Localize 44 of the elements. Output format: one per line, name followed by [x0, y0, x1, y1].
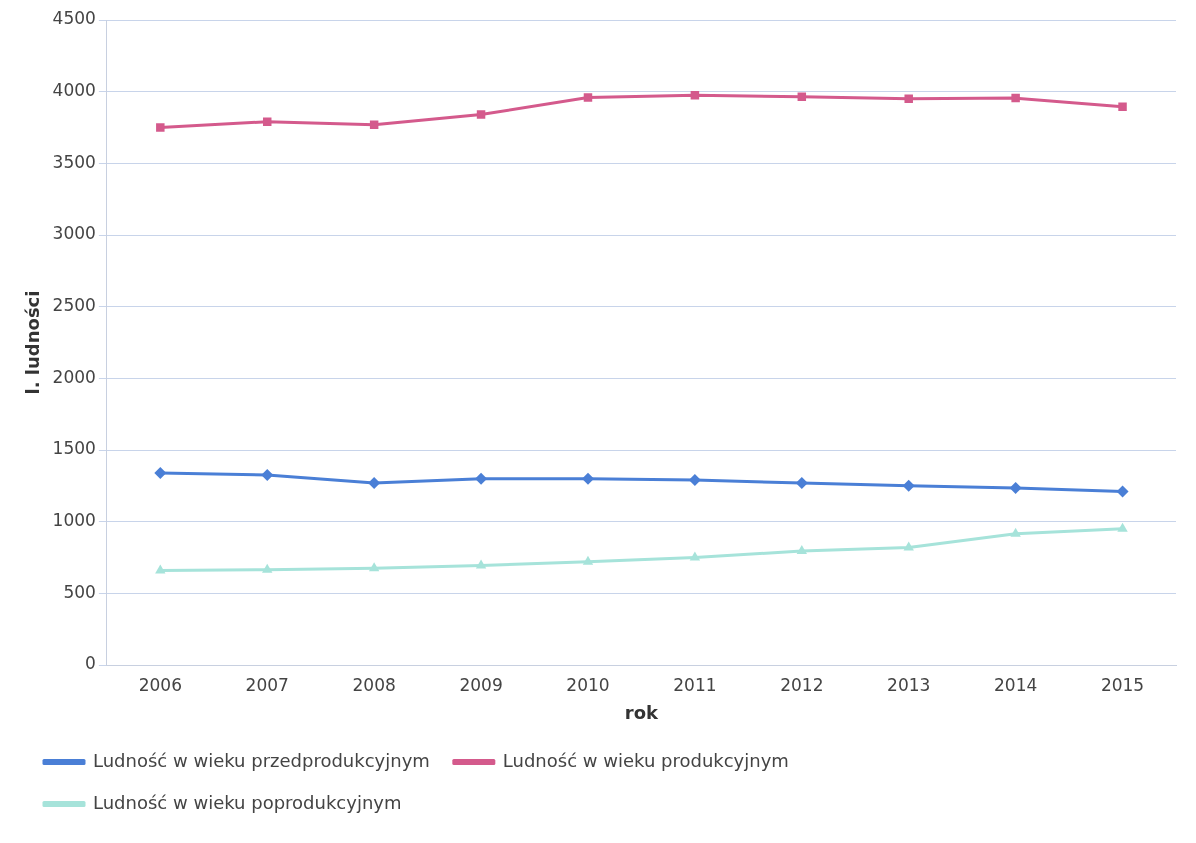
point [1011, 93, 1020, 103]
x-tick-label: 2010 [566, 674, 610, 695]
point [262, 563, 273, 573]
point [689, 551, 701, 561]
x-axis-title: rok [624, 701, 660, 723]
y-tick-label: 0 [85, 653, 96, 674]
point [475, 559, 487, 569]
point [1010, 527, 1021, 537]
point [1117, 522, 1128, 532]
y-tick-label: 500 [63, 581, 96, 602]
point [582, 555, 594, 565]
x-tick-label: 2014 [994, 674, 1038, 695]
point [154, 466, 167, 479]
y-tick-label: 4500 [52, 8, 96, 29]
y-tick-label: 3500 [52, 151, 96, 172]
x-tick-label: 2009 [459, 674, 503, 695]
x-tick-label: 2007 [245, 674, 289, 695]
point [1118, 102, 1127, 111]
point [369, 120, 379, 129]
y-tick-label: 2000 [52, 366, 96, 387]
point [904, 94, 913, 104]
x-tick-label: 2008 [352, 674, 396, 695]
point [797, 92, 807, 101]
legend-label: Ludność w wieku przedprodukcyjnym [93, 749, 430, 771]
legend-label: Ludność w wieku poprodukcyjnym [93, 791, 402, 813]
y-tick-label: 2500 [52, 295, 96, 316]
point [1116, 485, 1129, 498]
point [156, 123, 165, 132]
y-tick-label: 1500 [52, 438, 96, 459]
y-tick-label: 4000 [52, 80, 96, 101]
x-tick-label: 2015 [1100, 674, 1145, 695]
legend-label: Ludność w wieku produkcyjnym [502, 749, 789, 771]
x-tick-label: 2011 [673, 674, 717, 695]
x-tick-label: 2012 [780, 674, 824, 695]
x-tick-label: 2006 [138, 674, 182, 695]
point [368, 562, 380, 572]
x-tick-label: 2013 [887, 674, 931, 695]
point [796, 545, 807, 555]
y-tick-label: 1000 [52, 510, 96, 531]
y-axis-title: l. ludności [22, 290, 44, 395]
point [583, 93, 593, 102]
point [1009, 481, 1022, 494]
y-tick-label: 3000 [52, 223, 96, 244]
point [476, 110, 486, 119]
